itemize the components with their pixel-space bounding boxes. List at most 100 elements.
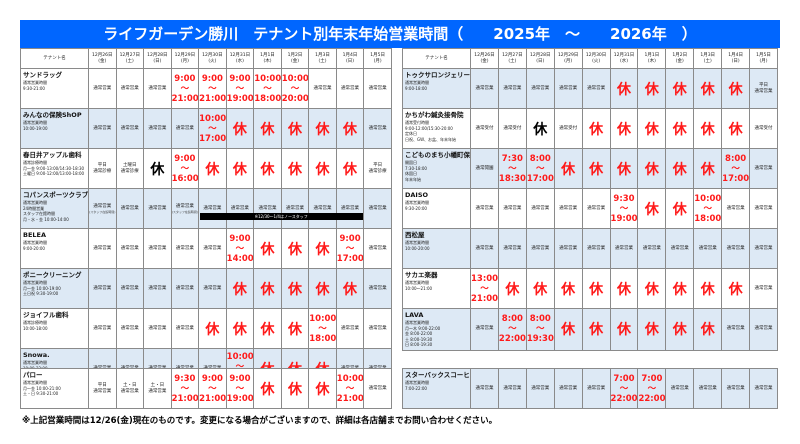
- status-text: 通常営業: [368, 245, 387, 251]
- close-time: 19:00: [226, 93, 254, 104]
- schedule-cell: 通常営業: [88, 268, 117, 309]
- weekday-label: (土): [318, 58, 327, 64]
- tenant-name-cell: パロー 通常営業時間 月～金 10:00-21:00 土・日 9:30-21:00: [20, 368, 89, 409]
- status-text: 通常営業: [726, 205, 745, 211]
- tenant-name: BELEA: [23, 231, 47, 239]
- date-header: 1月4日 (日): [721, 48, 751, 69]
- tenant-hours-line: 年末年始: [405, 176, 421, 182]
- status-text: 土・日 通常営業: [120, 382, 139, 394]
- open-time: 10:00: [309, 313, 337, 324]
- schedule-cell: 休: [253, 228, 282, 269]
- closed-mark: 休: [287, 381, 302, 398]
- closed-mark: 休: [700, 322, 715, 339]
- closed-mark: 休: [505, 281, 520, 298]
- schedule-cell: 8:00 ～ 22:00: [497, 308, 527, 351]
- schedule-cell: 通常営業: [553, 188, 583, 229]
- closed-mark: 休: [260, 381, 275, 398]
- status-text: 通常営業: [341, 205, 360, 211]
- schedule-cell: 休: [335, 108, 365, 149]
- schedule-cell: 10:00 ～ 18:00: [693, 188, 723, 229]
- open-time: 9:00: [201, 73, 223, 84]
- close-time: 22:00: [498, 334, 526, 345]
- closed-mark: 休: [616, 81, 631, 98]
- schedule-cell: 通常営業: [143, 228, 172, 269]
- tenant-name: ポニークリーニング: [23, 271, 82, 279]
- closed-mark: 休: [343, 121, 358, 138]
- date-label: 1月5日: [756, 52, 771, 58]
- status-text: 通常営業: [368, 325, 387, 331]
- weekday-label: (土): [508, 58, 517, 64]
- date-header: 12月29日 (月): [553, 48, 583, 69]
- closed-mark: 休: [644, 201, 659, 218]
- schedule-cell: 通常営業: [115, 188, 145, 229]
- tilde: ～: [703, 203, 712, 214]
- schedule-cell: 10:00 ～ 21:00: [335, 368, 365, 409]
- closed-mark: 休: [232, 161, 247, 178]
- closed-mark: 休: [672, 121, 687, 138]
- tenant-hours-line: 通常診療時間: [23, 160, 47, 165]
- close-time: 21:00: [199, 393, 227, 404]
- tenant-name-cell: ジョイフル歯科 通常診療時間 10:00-18:00: [20, 308, 89, 349]
- tilde: ～: [263, 83, 272, 94]
- close-time: 18:00: [254, 93, 282, 104]
- closed-mark: 休: [672, 81, 687, 98]
- closed-mark: 休: [700, 121, 715, 138]
- date-label: 12月27日: [119, 52, 141, 58]
- schedule-cell: 通常営業: [143, 268, 172, 309]
- status-text: 通常営業: [148, 205, 167, 211]
- schedule-cell: 休: [693, 148, 723, 189]
- close-time: 19:00: [226, 393, 254, 404]
- closed-mark: 休: [616, 121, 631, 138]
- tenant-row: パロー 通常営業時間 月～金 10:00-21:00 土・日 9:30-21:00 平日…: [20, 368, 392, 409]
- closed-mark: 休: [561, 281, 576, 298]
- closed-mark: 休: [589, 161, 604, 178]
- schedule-cell: 通常営業: [308, 188, 337, 229]
- schedule-cell: 10:00 ～ 18:00: [253, 68, 282, 109]
- status-text: 通常営業: [120, 325, 139, 331]
- schedule-cell: 休: [553, 268, 583, 309]
- close-time: 14:00: [226, 253, 254, 264]
- closed-mark: 休: [589, 322, 604, 339]
- tilde: ～: [208, 123, 217, 134]
- schedule-cell: 7:00 ～ 22:00: [637, 368, 667, 409]
- schedule-cell: 休: [721, 68, 751, 109]
- tenant-name: サンドラッグ: [23, 71, 62, 79]
- schedule-cell: 通常営業: [470, 368, 499, 409]
- tenant-row: LAVA 通常営業時間 月～木 9:00-22:00 金 8:00-22:00 土 8:…: [402, 308, 778, 351]
- tenant-name: ジョイフル歯科: [23, 311, 69, 319]
- date-label: 1月3日: [315, 52, 330, 58]
- schedule-cell: 休: [280, 308, 310, 349]
- tenant-name: サカエ楽器: [405, 271, 438, 279]
- schedule-cell: 土・日 通常営業: [115, 368, 145, 409]
- close-time: 19:00: [610, 213, 638, 224]
- close-time: 18:30: [498, 173, 526, 184]
- schedule-cell: 9:00 ～ 17:00: [335, 228, 365, 269]
- date-header: 1月2日 (金): [665, 48, 695, 69]
- schedule-cell: 9:00 ～ 19:00: [225, 68, 255, 109]
- schedule-cell: 休: [253, 268, 282, 309]
- tilde: ～: [508, 163, 517, 174]
- tenant-row: サカエ楽器 通常営業時間 10:00～21:00 13:00 ～ 21:00 休休休休休休休…: [402, 268, 778, 309]
- status-text: 土曜日 通常診療: [120, 162, 139, 174]
- table-header: テナント名 12月26日 (金) 12月27日 (土) 12月28日 (日) 12月29日 (月…: [402, 48, 778, 69]
- schedule-cell: 通常営業: [525, 68, 555, 109]
- weekday-label: (火): [208, 58, 217, 64]
- status-text: 通常営業: [120, 85, 139, 91]
- schedule-cell: 通常営業: [637, 228, 667, 269]
- tilde: ～: [508, 324, 517, 335]
- date-header: 1月5日 (月): [363, 48, 392, 69]
- closed-mark: 休: [287, 161, 302, 178]
- status-text: 通常受付: [754, 125, 773, 131]
- closed-mark: 休: [343, 281, 358, 298]
- status-text: 通常営業: [754, 385, 773, 391]
- date-header: 12月29日 (月): [170, 48, 200, 69]
- date-label: 12月28日: [147, 52, 168, 58]
- tilde: ～: [235, 361, 245, 372]
- schedule-cell: 土曜日 通常診療: [115, 148, 145, 189]
- date-header: 12月26日 (金): [470, 48, 499, 69]
- schedule-cell: 通常受付: [749, 108, 778, 149]
- open-time: 7:00: [613, 373, 635, 384]
- open-time: 9:00: [201, 373, 223, 384]
- schedule-cell: 休: [665, 148, 695, 189]
- status-text: 平日 通常営業: [754, 82, 773, 94]
